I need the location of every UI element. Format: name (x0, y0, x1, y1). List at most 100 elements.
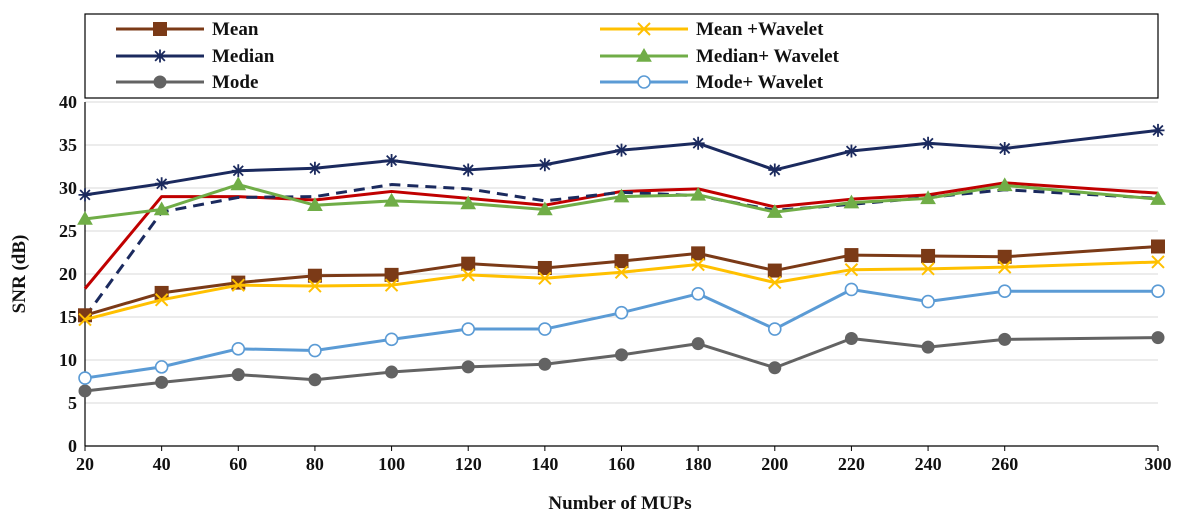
data-point (308, 373, 322, 387)
data-point (998, 141, 1012, 155)
x-tick-label: 100 (378, 454, 405, 474)
data-point (1151, 123, 1165, 137)
data-point (691, 286, 705, 301)
legend-marker (153, 75, 167, 89)
series-line (84, 287, 1158, 380)
data-point (461, 163, 475, 177)
y-tick-label: 10 (59, 350, 77, 370)
data-point (78, 188, 92, 202)
data-point (308, 279, 322, 293)
data-point (536, 201, 553, 216)
data-point (461, 256, 476, 271)
data-point (614, 305, 629, 320)
series-mode-wavelet (78, 282, 1165, 385)
data-point (230, 176, 247, 191)
data-point (78, 371, 92, 385)
data-point (614, 265, 629, 279)
series-line (84, 183, 1159, 221)
data-point (461, 322, 476, 336)
y-axis-title: SNR (dB) (9, 235, 30, 314)
series-line (84, 244, 1159, 317)
series-line (83, 183, 1159, 318)
data-point (231, 368, 245, 382)
x-tick-label: 260 (991, 454, 1018, 474)
x-tick-label: 180 (685, 454, 712, 474)
y-tick-label: 25 (59, 221, 77, 241)
data-point (78, 312, 92, 327)
data-point (384, 278, 399, 292)
data-point (921, 248, 936, 263)
series-mean-wavelet (78, 255, 1165, 327)
data-point (843, 194, 860, 209)
data-point (921, 340, 935, 354)
data-point (155, 375, 169, 389)
data-point (767, 322, 782, 336)
x-tick-label: 140 (531, 454, 558, 474)
legend-marker (153, 49, 167, 63)
data-point (998, 260, 1012, 274)
legend-label: Median (212, 46, 275, 67)
data-point (461, 268, 475, 282)
data-point (768, 163, 782, 177)
data-point (307, 268, 322, 283)
y-tick-label: 30 (59, 178, 77, 198)
x-tick-label: 220 (838, 454, 865, 474)
y-tick-label: 40 (59, 92, 77, 112)
data-point (768, 275, 782, 290)
data-point (614, 254, 629, 269)
data-point (1151, 331, 1165, 345)
x-tick-label: 40 (153, 454, 171, 474)
data-point (615, 143, 628, 157)
legend-label: Median+ Wavelet (696, 46, 840, 67)
data-point (154, 293, 169, 307)
data-point (538, 322, 552, 336)
x-tick-label: 160 (608, 454, 635, 474)
x-tick-label: 240 (915, 454, 942, 474)
data-point (385, 153, 399, 167)
data-point (691, 246, 706, 261)
legend-marker (636, 47, 652, 62)
data-point (921, 136, 935, 150)
x-tick-label: 300 (1145, 454, 1172, 474)
series-mode (78, 331, 1165, 398)
y-tick-label: 0 (68, 436, 77, 456)
data-point (998, 332, 1012, 346)
data-point (844, 262, 859, 277)
axis-layer: 0 5 10 15 20 25 30 35 40 20 40 60 80 100 120 140 160 180 2… (59, 92, 1172, 474)
data-point (613, 188, 630, 203)
data-point (768, 361, 782, 375)
data-point (920, 190, 936, 205)
data-point (78, 384, 92, 398)
data-point (844, 144, 858, 158)
data-point (537, 260, 552, 275)
legend-marker (637, 75, 651, 89)
series-line (84, 260, 1159, 322)
series-median (78, 123, 1165, 202)
data-point (231, 342, 246, 356)
data-point (997, 284, 1012, 299)
series-line (84, 336, 1159, 393)
data-point (77, 210, 93, 225)
legend-label: Mean (212, 19, 259, 40)
data-point (307, 197, 323, 211)
data-point (538, 158, 552, 172)
data-point (844, 282, 859, 297)
legend-item: Mode (116, 72, 258, 93)
x-tick-label: 60 (229, 454, 247, 474)
legend-item: Mean (116, 19, 259, 40)
legend-layer: Mean Median Mode Mean +Wavelet Median+ Wavel… (116, 19, 840, 93)
data-point (1151, 239, 1165, 254)
x-tick-label: 80 (306, 454, 324, 474)
data-point (1151, 284, 1165, 299)
data-point (844, 248, 859, 263)
data-point (384, 267, 399, 282)
data-point (231, 278, 245, 292)
legend-item: Median (116, 46, 275, 67)
legend-item: Mean +Wavelet (600, 19, 824, 40)
legend-item: Median+ Wavelet (600, 46, 840, 67)
series-line (84, 128, 1159, 197)
data-point (154, 360, 169, 374)
legend-marker (637, 22, 651, 36)
data-point (308, 343, 322, 358)
